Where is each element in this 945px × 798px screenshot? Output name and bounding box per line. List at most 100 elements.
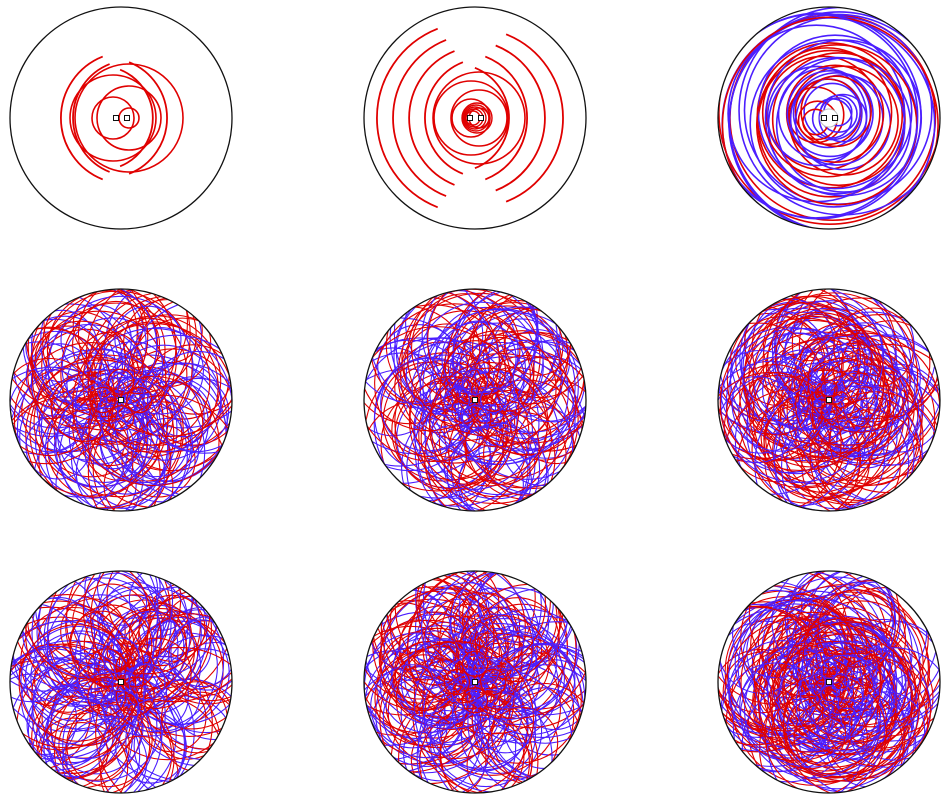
center-marker [472,397,478,403]
trajectory-arc [87,321,219,453]
trajectory-arc [451,376,480,405]
trajectory-arc [769,640,897,768]
trajectory-arc [364,669,517,793]
trajectory-arc [125,386,153,414]
trajectory-arc [24,625,129,730]
panel-r3c1 [9,570,233,794]
trajectory-arc [101,369,209,478]
trajectory-arc [718,349,812,454]
trajectory-arc [72,323,232,487]
trajectory-arc [31,647,166,782]
trajectory-arc [417,301,544,429]
trajectory-arc [726,364,824,462]
trajectory-arc [773,385,915,511]
trajectory-arc [464,409,540,485]
trajectory-arc [372,571,520,719]
trajectory-arc [419,707,531,793]
trajectory-arc [753,633,848,727]
trajectory-arc [364,571,535,729]
trajectory-arc [470,376,499,405]
trajectory-arc [771,633,920,782]
panel-r1c3 [717,6,941,230]
boundary-circle [363,570,587,794]
trajectory-arc [447,289,586,444]
trajectory-arc [748,338,895,485]
trajectory-curves [364,571,586,793]
trajectory-arc [10,357,99,457]
trajectory-arc [826,666,845,685]
trajectory-arc [771,571,897,684]
trajectory-arc [826,384,845,403]
trajectory-arc [416,688,553,793]
boundary-circle [717,6,941,230]
trajectory-arc [461,405,489,432]
trajectory-arc [87,676,127,716]
trajectory-arc [480,386,507,414]
trajectory-arc [25,414,91,480]
trajectory-arc [470,677,499,706]
trajectory-arc [719,317,891,489]
trajectory-arc [795,654,893,752]
trajectory-arc [46,594,155,702]
trajectory-arc [514,379,586,465]
trajectory-arc [782,621,917,756]
trajectory-arc [477,571,554,643]
trajectory-curves [718,289,940,511]
trajectory-arc [382,676,465,759]
trajectory-arc [802,607,895,699]
trajectory-curves [10,289,232,511]
trajectory-arc [854,363,940,453]
center-marker [478,115,484,121]
trajectory-curves [376,27,564,209]
trajectory-arc [69,74,157,162]
trajectory-arc [461,368,489,395]
trajectory-arc [120,637,192,710]
center-marker [113,115,119,121]
trajectory-arc [451,98,491,138]
trajectory-arc [128,663,166,701]
trajectory-arc [74,63,184,173]
trajectory-arc [718,571,849,705]
trajectory-arc [392,39,447,197]
center-marker [118,679,124,685]
trajectory-curves [60,55,184,181]
trajectory-arc [10,390,161,511]
trajectory-arc [803,82,862,141]
trajectory-arc [380,357,475,452]
trajectory-arc [439,330,557,448]
trajectory-arc [837,647,940,761]
trajectory-arc [451,289,586,440]
trajectory-arc [718,13,919,219]
trajectory-arc [505,33,564,203]
trajectory-arc [364,571,495,712]
trajectory-arc [813,384,832,403]
trajectory-arc [31,571,202,718]
trajectory-arc [45,302,188,445]
trajectory-arc [443,668,470,696]
trajectory-arc [761,47,893,178]
trajectory-arc [826,397,845,416]
trajectory-arc [411,293,521,403]
trajectory-arc [474,597,560,683]
trajectory-arc [765,335,936,506]
trajectory-arc [10,658,163,793]
trajectory-arc [767,56,906,195]
trajectory-arc [813,397,832,416]
trajectory-arc [424,61,464,175]
trajectory-arc [90,571,232,703]
trajectory-arc [819,94,858,133]
trajectory-arc [76,663,114,701]
trajectory-arc [77,289,197,395]
trajectory-arc [373,340,540,507]
trajectory-arc [811,343,940,494]
trajectory-arc [364,289,484,404]
trajectory-arc [128,602,192,667]
trajectory-arc [10,326,96,420]
trajectory-arc [137,683,207,753]
boundary-circle [717,570,941,794]
trajectory-arc [77,331,144,399]
trajectory-arc [407,289,569,437]
trajectory-arc [27,320,136,429]
trajectory-arc [451,395,480,424]
